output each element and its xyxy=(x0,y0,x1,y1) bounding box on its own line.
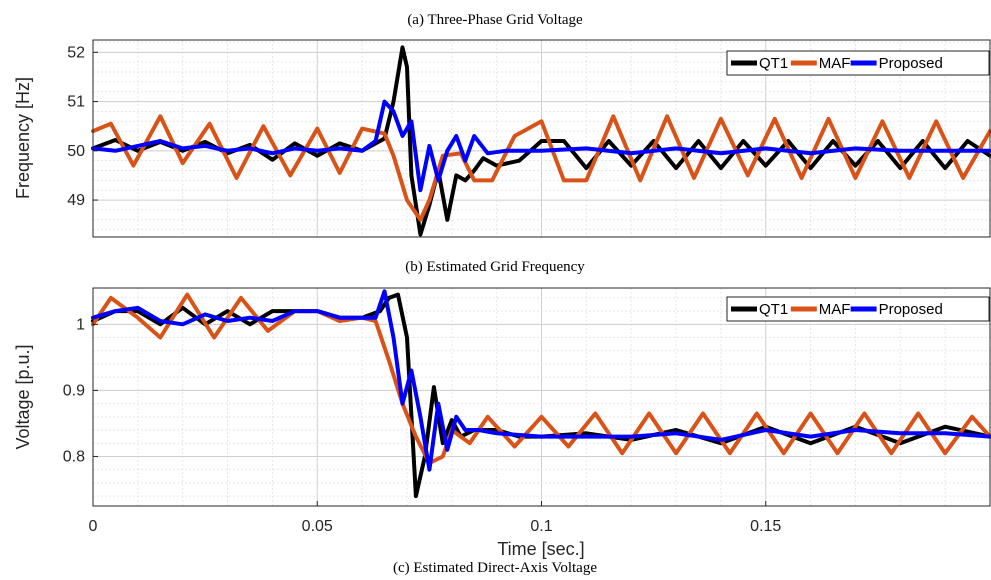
voltage-y-ticks: 0.8 0.9 1 xyxy=(63,316,98,465)
voltage-xtick-label: 0.1 xyxy=(530,518,552,535)
caption-c: (c) Estimated Direct-Axis Voltage xyxy=(393,560,597,576)
frequency-y-ticks: 49 50 51 52 xyxy=(67,44,98,209)
frequency-legend: QT1 MAF Proposed xyxy=(726,50,990,76)
voltage-xtick-label: 0.05 xyxy=(302,518,333,535)
voltage-plot: 0.8 0.9 1 0 0.05 0.1 0.15 Voltage [p.u.] Time… xyxy=(13,287,991,559)
voltage-series-proposed xyxy=(91,289,991,472)
frequency-lines xyxy=(91,45,991,237)
caption-b: (b) Estimated Grid Frequency xyxy=(405,259,585,275)
frequency-series-proposed xyxy=(91,99,991,193)
frequency-ylabel: Frequency [Hz] xyxy=(13,77,33,199)
frequency-legend-label-qt1: QT1 xyxy=(759,55,788,72)
voltage-legend-label-qt1: QT1 xyxy=(759,301,788,318)
frequency-series-maf xyxy=(91,114,991,222)
caption-a: (a) Three-Phase Grid Voltage xyxy=(407,12,583,28)
voltage-x-ticks: 0 0.05 0.1 0.15 xyxy=(89,501,781,535)
frequency-plot: 49 50 51 52 Frequency [Hz] QT1 MAF Proposed xyxy=(13,39,991,238)
voltage-legend-box xyxy=(726,296,990,322)
voltage-ylabel: Voltage [p.u.] xyxy=(13,344,33,449)
voltage-legend: QT1 MAF Proposed xyxy=(726,296,990,322)
frequency-ytick-label: 50 xyxy=(67,143,85,160)
frequency-legend-label-proposed: Proposed xyxy=(879,55,943,72)
frequency-ytick-label: 52 xyxy=(67,44,85,61)
voltage-lines xyxy=(91,289,991,499)
frequency-axes-box xyxy=(92,39,991,238)
voltage-ytick-label: 1 xyxy=(76,316,85,333)
frequency-ytick-label: 51 xyxy=(67,94,85,111)
voltage-xtick-label: 0.15 xyxy=(750,518,781,535)
frequency-series-qt1 xyxy=(91,45,991,237)
voltage-ytick-label: 0.8 xyxy=(63,448,85,465)
voltage-xlabel: Time [sec.] xyxy=(497,539,584,559)
voltage-ytick-label: 0.9 xyxy=(63,382,85,399)
voltage-legend-label-maf: MAF xyxy=(819,301,851,318)
frequency-ytick-label: 49 xyxy=(67,192,85,209)
frequency-legend-label-maf: MAF xyxy=(819,55,851,72)
voltage-grid xyxy=(92,288,991,506)
voltage-legend-label-proposed: Proposed xyxy=(879,301,943,318)
voltage-xtick-label: 0 xyxy=(89,518,98,535)
